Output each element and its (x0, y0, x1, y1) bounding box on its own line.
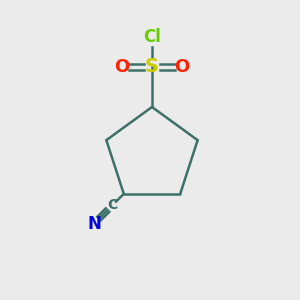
Text: Cl: Cl (143, 28, 161, 46)
Text: O: O (114, 58, 130, 76)
Text: S: S (145, 58, 159, 76)
Text: O: O (174, 58, 190, 76)
Text: N: N (87, 214, 101, 232)
Text: C: C (107, 198, 118, 212)
